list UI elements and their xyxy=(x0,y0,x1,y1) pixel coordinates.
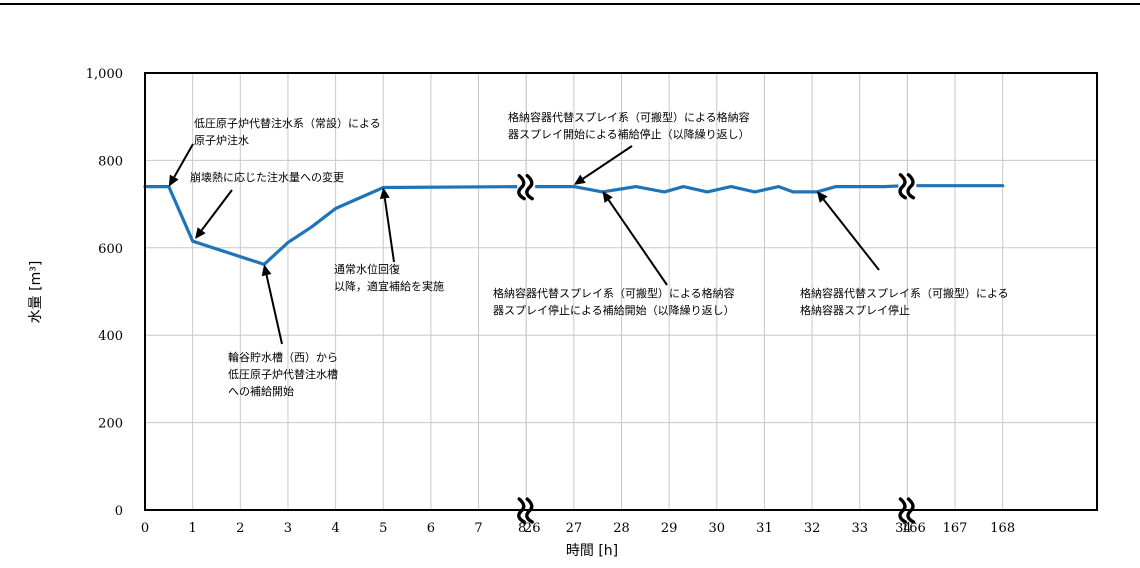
x-tick-label: 32 xyxy=(804,521,821,536)
annotation-text: 格納容器代替スプレイ系（可搬型）による格納容器スプレイ停止による補給開始（以降繰… xyxy=(493,286,735,317)
annotation-arrow-shaft xyxy=(822,199,880,271)
annotation-arrow-shaft xyxy=(200,189,233,231)
annotation-arrow-head xyxy=(195,227,206,240)
x-tick-label: 30 xyxy=(709,521,726,536)
line-break-mark xyxy=(906,173,916,200)
plot-frame xyxy=(144,72,1098,511)
annotation-arrow-shaft xyxy=(607,199,668,286)
x-tick-label: 4 xyxy=(331,521,339,536)
series-layer xyxy=(143,184,1005,266)
line-break-mark xyxy=(517,173,526,201)
annotation-text: 崩壊熱に応じた注水量への変更 xyxy=(190,170,344,184)
annotation-line: 以降，適宜補給を実施 xyxy=(334,279,444,293)
annotation-text: 格納容器代替スプレイ系（可搬型）による格納容器スプレイ停止 xyxy=(800,286,1009,317)
annotation-arrow-shaft xyxy=(582,145,633,180)
annotation-line: 格納容器代替スプレイ系（可搬型）による格納容 xyxy=(493,286,735,300)
annotation-text: 通常水位回復以降，適宜補給を実施 xyxy=(334,262,444,293)
annotation-text: 輪谷貯水槽（西）から低圧原子炉代替注水槽への補給開始 xyxy=(228,350,338,398)
annotation-arrow-shaft xyxy=(383,198,395,263)
water-volume-line xyxy=(143,184,1005,266)
y-tick-label: 400 xyxy=(98,329,123,344)
x-tick-label: 7 xyxy=(474,521,482,536)
line-break-mark xyxy=(898,173,908,200)
annotation-arrow-head xyxy=(379,187,390,200)
annotation-line: 通常水位回復 xyxy=(334,262,400,276)
x-tick-label: 1 xyxy=(189,521,197,536)
x-tick-label: 6 xyxy=(427,521,435,536)
x-axis-title: 時間 [h] xyxy=(566,543,618,559)
y-tick-label: 200 xyxy=(98,417,123,432)
annotation-line: 低圧原子炉代替注水系（常設）による xyxy=(194,116,381,130)
annotation-line: 器スプレイ停止による補給開始（以降繰り返し） xyxy=(493,303,735,317)
annotation-arrow-shaft xyxy=(173,143,194,178)
x-tick-label: 3 xyxy=(284,521,292,536)
top-rule xyxy=(0,3,1140,5)
annotation-arrow-head xyxy=(573,174,586,185)
annotation-line: 原子炉注水 xyxy=(194,133,249,147)
y-tick-labels: 0 200 400 600 800 1,000 xyxy=(86,67,123,519)
annotation-arrows xyxy=(168,143,880,345)
x-tick-label: 166 xyxy=(901,521,926,536)
y-tick-label: 1,000 xyxy=(86,67,123,82)
annotation-line: 低圧原子炉代替注水槽 xyxy=(228,367,338,381)
annotation-line: 器スプレイ開始による補給停止（以降繰り返し） xyxy=(508,127,750,141)
annotation-line: 格納容器代替スプレイ系（可搬型）による xyxy=(800,286,1009,300)
x-tick-label: 27 xyxy=(566,521,583,536)
annotation-text: 低圧原子炉代替注水系（常設）による原子炉注水 xyxy=(194,116,381,147)
annotation-line: への補給開始 xyxy=(228,384,294,398)
annotation-line: 輪谷貯水槽（西）から xyxy=(228,350,338,364)
x-tick-label: 29 xyxy=(661,521,678,536)
annotation-text: 格納容器代替スプレイ系（可搬型）による格納容器スプレイ開始による補給停止（以降繰… xyxy=(508,110,750,141)
x-tick-label: 168 xyxy=(990,521,1015,536)
x-tick-label: 5 xyxy=(379,521,387,536)
annotation-arrow-head xyxy=(168,174,179,187)
annotation-line: 崩壊熱に応じた注水量への変更 xyxy=(190,170,344,184)
x-tick-label: 26 xyxy=(524,521,541,536)
y-tick-label: 600 xyxy=(98,242,123,257)
annotation-arrow-head xyxy=(816,190,828,203)
x-tick-label: 0 xyxy=(141,521,149,536)
x-tick-label: 8 xyxy=(518,521,526,536)
annotation-arrow-head xyxy=(261,264,272,277)
grid-lines xyxy=(145,73,1097,510)
x-tick-label: 2 xyxy=(236,521,244,536)
annotations: 低圧原子炉代替注水系（常設）による原子炉注水崩壊熱に応じた注水量への変更輪谷貯水… xyxy=(190,110,1009,398)
y-tick-label: 0 xyxy=(115,504,123,519)
x-tick-label: 33 xyxy=(851,521,868,536)
x-tick-label: 167 xyxy=(943,521,968,536)
x-tick-label: 31 xyxy=(756,521,773,536)
line-break-mark xyxy=(525,173,534,201)
annotation-arrow-head xyxy=(602,190,613,203)
x-tick-label: 28 xyxy=(613,521,630,536)
annotation-line: 格納容器スプレイ停止 xyxy=(800,303,910,317)
annotation-arrow-shaft xyxy=(265,274,283,345)
x-tick-label: 34 xyxy=(895,521,912,536)
y-tick-label: 800 xyxy=(98,154,123,169)
annotation-line: 格納容器代替スプレイ系（可搬型）による格納容 xyxy=(508,110,750,124)
y-axis-title: 水量 [m³] xyxy=(28,261,44,324)
